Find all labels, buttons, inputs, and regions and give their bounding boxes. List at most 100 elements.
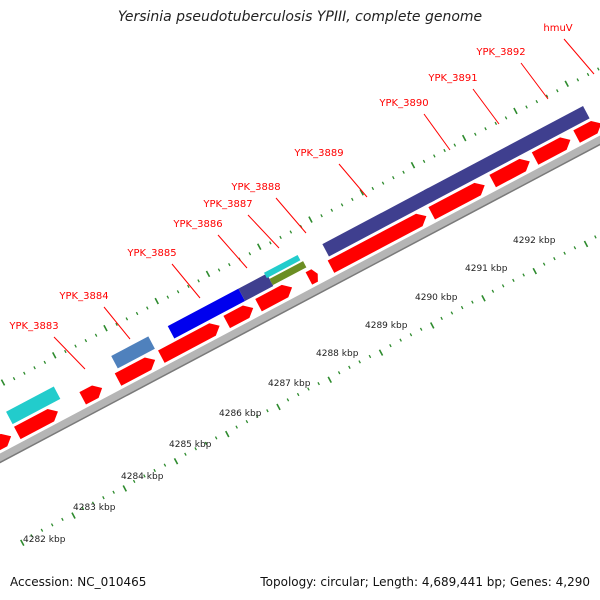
inner-tick [81, 506, 85, 511]
outer-tick [330, 208, 334, 212]
outer-tick [197, 279, 200, 283]
inner-tick [102, 496, 105, 500]
outer-tick [279, 235, 282, 240]
outer-tick [0, 379, 6, 386]
outer-tick [564, 80, 569, 88]
inner-tick [204, 441, 208, 445]
outer-tick [484, 127, 487, 131]
scale-label: 4285 kbp [169, 440, 212, 450]
scale-label: 4290 kbp [415, 293, 458, 303]
outer-tick [256, 243, 262, 250]
scale-label: 4291 kbp [465, 264, 508, 274]
outer-tick [115, 322, 118, 326]
gene-label: YPK_3884 [58, 291, 108, 302]
map-title: Yersinia pseudotuberculosis YPIII, compl… [117, 9, 483, 25]
outer-tick [64, 349, 67, 354]
outer-tick [308, 216, 313, 223]
outer-tick [474, 132, 477, 136]
scale-label: 4292 kbp [513, 236, 556, 246]
cds-box [238, 273, 274, 301]
inner-tick [61, 517, 64, 522]
label-leader-line [247, 214, 280, 249]
outer-tick [176, 290, 180, 294]
outer-tick [494, 121, 498, 125]
inner-tick [419, 327, 423, 331]
inner-tick [143, 474, 146, 478]
gene-arrow [531, 137, 571, 165]
outer-tick [461, 134, 467, 142]
scale-label: 4286 kbp [219, 409, 262, 419]
genome-summary-text: Topology: circular; Length: 4,689,441 bp… [260, 575, 590, 589]
gene-arrow [114, 357, 156, 386]
inner-tick [378, 349, 384, 356]
scale-label: 4289 kbp [365, 321, 408, 331]
cds-box [322, 187, 435, 257]
inner-tick [235, 425, 238, 429]
outer-tick [586, 72, 590, 77]
outer-tick [51, 352, 57, 359]
cds-box [6, 386, 61, 425]
outer-tick [371, 186, 375, 191]
backbone-edge [0, 143, 600, 464]
inner-tick [583, 240, 589, 248]
gene-arrow [305, 269, 318, 285]
inner-tick [594, 235, 597, 239]
inner-tick [163, 463, 167, 467]
scale-label: 4282 kbp [23, 535, 66, 545]
outer-tick [74, 344, 77, 348]
outer-tick [504, 116, 508, 120]
cds-box [167, 288, 245, 339]
outer-tick [576, 78, 580, 82]
outer-tick [381, 181, 385, 185]
outer-tick [443, 148, 446, 153]
outer-tick [94, 333, 98, 337]
gene-label: hmuV [543, 23, 572, 34]
inner-tick [348, 365, 351, 369]
gene-label: YPK_3885 [126, 248, 176, 259]
outer-tick [422, 159, 426, 164]
gene-label: YPK_3888 [230, 182, 280, 193]
outer-tick [351, 197, 354, 202]
outer-tick [453, 143, 457, 147]
gene-label: YPK_3890 [378, 98, 428, 109]
inner-tick [71, 512, 76, 519]
outer-tick-ring [0, 67, 600, 386]
gene-label: YPK_3883 [8, 321, 58, 332]
inner-tick [368, 354, 372, 359]
label-leader-line [520, 62, 549, 100]
gene-track [0, 121, 600, 451]
inner-tick [307, 387, 310, 391]
outer-tick [154, 297, 159, 305]
scale-label: 4284 kbp [121, 472, 164, 482]
inner-tick [255, 414, 259, 418]
inner-tick [553, 257, 556, 261]
scale-label: 4287 kbp [268, 379, 311, 389]
inner-tick [317, 381, 320, 386]
outer-tick [187, 284, 190, 288]
gene-label: YPK_3892 [475, 47, 525, 58]
inner-tick [522, 273, 525, 277]
outer-tick [535, 99, 539, 104]
gene-arrow [255, 284, 293, 312]
inner-tick [184, 452, 187, 456]
inner-tick [573, 246, 577, 250]
outer-tick [84, 339, 88, 343]
outer-tick [228, 262, 231, 267]
outer-tick [23, 371, 26, 375]
outer-tick [597, 67, 600, 71]
scale-label-group: 4282 kbp 4283 kbp 4284 kbp 4285 kbp 4286 kbp… [23, 236, 556, 545]
outer-tick [269, 241, 272, 245]
outer-tick [392, 176, 395, 180]
outer-tick [340, 203, 344, 207]
outer-tick [217, 268, 221, 272]
gene-arrow [489, 158, 530, 188]
outer-tick [320, 214, 323, 218]
inner-tick [358, 360, 361, 364]
outer-tick [166, 295, 170, 299]
gene-label: YPK_3887 [202, 199, 252, 210]
outer-tick [545, 94, 549, 98]
outer-tick [359, 189, 364, 196]
gene-label: YPK_3886 [172, 219, 222, 230]
